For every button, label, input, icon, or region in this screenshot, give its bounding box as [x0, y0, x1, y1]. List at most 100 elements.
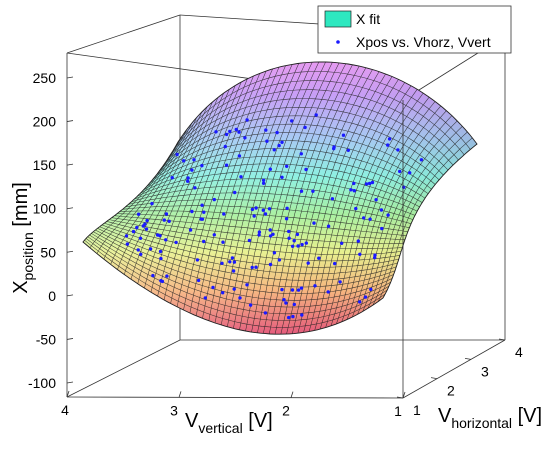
data-point	[151, 273, 155, 278]
z-tick-label: -100	[28, 375, 56, 391]
data-point	[312, 221, 316, 225]
data-point	[387, 137, 392, 141]
data-point	[267, 207, 272, 211]
data-point	[170, 176, 174, 180]
data-point	[237, 130, 241, 134]
data-point	[272, 251, 277, 255]
data-point	[373, 253, 377, 257]
data-points	[124, 113, 424, 320]
data-point	[296, 244, 300, 248]
data-point	[202, 239, 206, 244]
data-point	[291, 314, 295, 319]
z-tick-label: 100	[33, 201, 57, 217]
vhorizontal-tick-label: 1	[413, 402, 421, 418]
data-point	[148, 247, 153, 251]
data-point	[158, 249, 163, 254]
data-point	[228, 129, 232, 134]
data-point	[136, 212, 141, 216]
data-point	[265, 139, 269, 143]
data-point	[346, 148, 350, 152]
data-point	[174, 240, 178, 245]
data-point	[233, 190, 237, 195]
data-point	[284, 301, 288, 305]
data-point	[282, 298, 286, 302]
data-point	[268, 262, 273, 267]
data-point	[280, 287, 284, 292]
vvertical-tick-label: 2	[282, 403, 290, 419]
data-point	[141, 224, 145, 228]
data-point	[313, 284, 317, 288]
data-point	[402, 185, 406, 189]
data-point	[254, 206, 258, 210]
data-point	[165, 274, 169, 278]
vhorizontal-axis-label: Vhorizontal [V]	[438, 405, 542, 431]
data-point	[300, 242, 304, 247]
data-point	[221, 291, 225, 295]
data-point	[200, 203, 204, 207]
data-point	[257, 230, 262, 234]
data-point	[326, 290, 330, 294]
data-point	[303, 125, 307, 130]
data-point	[386, 143, 390, 147]
data-point	[287, 236, 291, 240]
data-point	[254, 265, 258, 269]
data-point	[352, 181, 356, 186]
data-point	[164, 212, 169, 216]
data-point	[232, 287, 236, 291]
data-point	[214, 130, 218, 134]
data-point	[290, 119, 294, 123]
data-point	[299, 152, 303, 156]
data-point	[271, 232, 275, 236]
legend-points-marker	[336, 40, 340, 44]
data-point	[167, 219, 171, 223]
data-point	[287, 229, 291, 234]
data-point	[228, 260, 232, 264]
data-point	[257, 233, 261, 237]
legend: X fit Xpos vs. Vhorz, Vvert	[317, 5, 512, 54]
data-point	[261, 208, 265, 212]
data-point	[364, 182, 369, 186]
data-point	[358, 300, 362, 304]
data-point	[175, 152, 179, 157]
data-point	[373, 255, 377, 260]
data-point	[231, 269, 236, 273]
data-point	[369, 287, 373, 292]
data-point	[290, 244, 295, 248]
data-point	[275, 130, 279, 135]
data-point	[192, 158, 196, 162]
data-point	[252, 214, 256, 218]
data-point	[186, 176, 190, 180]
legend-surface-swatch	[324, 10, 352, 28]
data-point	[202, 210, 206, 214]
data-point	[285, 206, 289, 210]
data-point	[199, 217, 203, 221]
data-point	[354, 206, 358, 211]
z-tick-label: 200	[33, 114, 57, 130]
data-point	[224, 132, 229, 137]
data-point	[195, 258, 200, 262]
data-point	[408, 171, 412, 175]
data-point	[352, 189, 356, 193]
data-point	[162, 218, 166, 222]
data-point	[368, 217, 372, 221]
data-point	[224, 163, 229, 167]
z-axis-label: Xposition [mm]	[10, 182, 36, 294]
data-point	[317, 256, 321, 260]
vvertical-tick-label: 3	[170, 402, 178, 418]
data-point	[280, 140, 284, 144]
vvertical-tick-label: 4	[61, 402, 69, 418]
data-point	[190, 209, 194, 214]
data-point	[230, 256, 235, 260]
data-point	[311, 189, 315, 193]
data-point	[124, 234, 129, 238]
data-point	[268, 228, 272, 232]
data-point	[203, 296, 207, 300]
data-point	[379, 208, 384, 212]
z-tick-label: 0	[48, 288, 56, 304]
vhorizontal-tick-label: 4	[515, 344, 523, 360]
data-point	[386, 213, 390, 217]
data-point	[125, 242, 130, 246]
data-point	[248, 303, 253, 307]
data-point	[299, 189, 304, 193]
data-point	[200, 163, 204, 168]
